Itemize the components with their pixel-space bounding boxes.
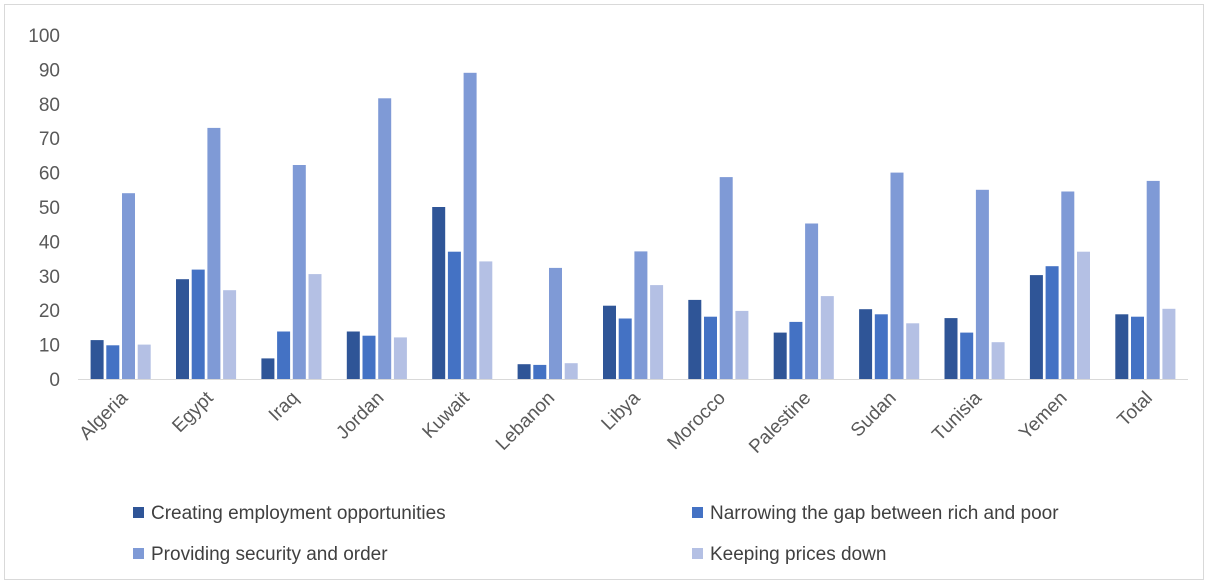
y-tick-label: 10 [39, 336, 60, 357]
bar-3-jordan [378, 98, 392, 380]
bar-1-jordan [346, 331, 360, 379]
x-tick-label: Tunisia [928, 387, 986, 445]
bar-3-algeria [122, 193, 135, 379]
bar-3-tunisia [975, 189, 989, 379]
bar-2-jordan [362, 335, 376, 379]
legend-label: Creating employment opportunities [151, 503, 446, 524]
bar-1-tunisia [944, 318, 958, 379]
bar-1-kuwait [432, 207, 446, 379]
x-tick-label: Jordan [332, 388, 388, 444]
bar-4-egypt [223, 290, 237, 379]
bar-2-iraq [277, 331, 291, 379]
x-axis-ticks: Algeria Egypt Iraq Jordan Kuwait Lebanon Libya… [76, 387, 1157, 458]
bar-4-iraq [308, 274, 322, 379]
bar-1-egypt [176, 279, 189, 379]
y-axis-ticks: 0 10 20 30 40 50 60 70 80 90 100 [28, 26, 60, 391]
bar-4-tunisia [991, 342, 1005, 379]
bar-2-palestine [789, 321, 803, 379]
bar-2-sudan [874, 314, 888, 379]
bar-1-yemen [1029, 275, 1043, 379]
bar-3-palestine [805, 223, 819, 379]
legend-swatch [133, 548, 144, 559]
legend-label: Keeping prices down [710, 544, 886, 565]
legend-swatch [133, 507, 144, 518]
chart-frame [4, 4, 1204, 580]
x-tick-label: Libya [598, 387, 645, 434]
bar-2-algeria [106, 345, 120, 379]
x-tick-label: Total [1114, 388, 1157, 431]
x-tick-label: Palestine [745, 388, 815, 458]
bar-2-egypt [191, 269, 205, 379]
bar-2-lebanon [533, 364, 547, 379]
x-tick-label: Morocco [664, 388, 730, 454]
y-tick-label: 70 [39, 129, 60, 150]
bar-1-total [1115, 314, 1129, 379]
bar-4-yemen [1077, 251, 1090, 379]
bar-3-yemen [1061, 191, 1075, 379]
bar-2-total [1131, 316, 1144, 379]
bar-1-lebanon [517, 364, 531, 379]
legend: Creating employment opportunities Narrowi… [133, 503, 1059, 565]
y-tick-label: 80 [39, 95, 60, 116]
x-tick-label: Iraq [265, 388, 303, 426]
x-tick-label: Lebanon [492, 388, 559, 455]
bars [90, 72, 1176, 380]
bar-1-morocco [688, 299, 702, 379]
bar-3-egypt [207, 127, 221, 380]
bar-4-algeria [137, 344, 151, 379]
x-tick-label: Sudan [847, 388, 901, 442]
y-tick-label: 20 [39, 301, 60, 322]
bar-2-morocco [704, 316, 717, 379]
bar-1-sudan [859, 309, 873, 379]
y-tick-label: 50 [39, 198, 60, 219]
bar-2-tunisia [960, 332, 974, 379]
bar-4-total [1162, 308, 1176, 379]
legend-label: Providing security and order [151, 544, 388, 565]
x-tick-label: Yemen [1015, 388, 1071, 444]
y-tick-label: 100 [28, 26, 60, 47]
bar-1-libya [603, 305, 616, 379]
bar-2-kuwait [447, 251, 461, 379]
y-tick-label: 30 [39, 267, 60, 288]
bar-1-iraq [261, 358, 275, 379]
y-tick-label: 90 [39, 60, 60, 81]
bar-2-yemen [1045, 266, 1059, 379]
bar-4-jordan [393, 337, 407, 379]
bar-3-sudan [890, 172, 904, 379]
bar-1-algeria [90, 340, 104, 379]
bar-1-palestine [773, 332, 787, 379]
legend-swatch [692, 548, 703, 559]
bar-3-iraq [292, 165, 306, 379]
bar-4-libya [650, 285, 664, 379]
y-tick-label: 60 [39, 164, 60, 185]
bar-2-libya [618, 318, 632, 379]
x-tick-label: Algeria [76, 387, 133, 444]
bar-4-palestine [820, 296, 834, 379]
y-tick-label: 0 [49, 370, 60, 391]
bar-4-lebanon [564, 363, 578, 379]
bar-4-morocco [735, 310, 749, 379]
x-tick-label: Egypt [168, 387, 218, 437]
legend-label: Narrowing the gap between rich and poor [710, 503, 1059, 524]
y-tick-label: 40 [39, 232, 60, 253]
bar-3-libya [634, 251, 648, 379]
bar-4-kuwait [479, 261, 493, 379]
bar-3-morocco [719, 177, 733, 379]
x-tick-label: Kuwait [419, 387, 475, 443]
legend-swatch [692, 507, 703, 518]
bar-4-sudan [906, 323, 920, 379]
bar-3-kuwait [463, 72, 477, 380]
bar-3-lebanon [549, 267, 562, 379]
bar-3-total [1146, 180, 1160, 379]
